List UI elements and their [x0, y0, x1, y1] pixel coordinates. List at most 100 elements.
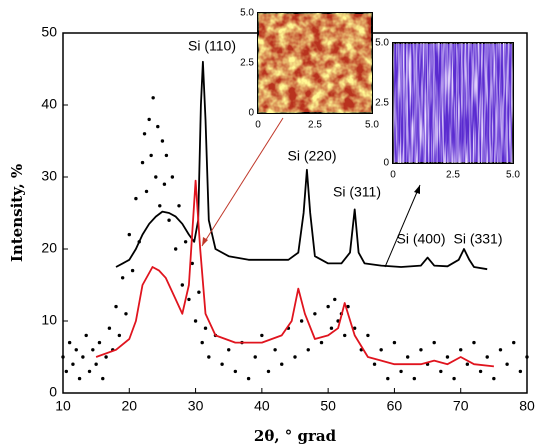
inset-y-tick-label: 0 — [383, 158, 389, 169]
data-point — [84, 333, 88, 338]
data-point — [190, 261, 194, 266]
data-point — [200, 340, 204, 345]
inset-x-tick-label: 0 — [390, 170, 396, 181]
data-point — [180, 283, 185, 287]
data-point — [346, 304, 350, 309]
line — [95, 179, 494, 368]
data-point — [306, 348, 310, 352]
inset-y-tick-label: 5.0 — [240, 8, 254, 19]
data-point — [107, 326, 112, 330]
y-tick-label: 20 — [41, 240, 57, 256]
x-tick-label: 30 — [188, 398, 204, 414]
y-tick-label: 50 — [41, 24, 57, 40]
data-point — [512, 340, 516, 345]
arrow-head — [414, 185, 420, 194]
data-point — [151, 96, 155, 100]
data-point — [333, 297, 337, 302]
data-point — [101, 376, 105, 381]
data-point — [207, 355, 211, 359]
inset-x-tick-label: 2.5 — [308, 120, 322, 131]
data-point — [472, 340, 476, 345]
data-point — [170, 175, 175, 179]
data-point — [67, 340, 72, 345]
inset-x-tick-label: 2.5 — [446, 170, 460, 181]
data-point — [412, 376, 417, 381]
data-point — [405, 355, 410, 359]
data-point — [352, 326, 357, 330]
data-point — [498, 348, 503, 352]
data-point — [91, 348, 95, 352]
peak-label: Si (400) — [396, 231, 445, 247]
data-point — [197, 290, 201, 294]
inset-image — [257, 12, 373, 114]
data-point — [459, 348, 463, 352]
data-point — [187, 297, 191, 302]
inset-y-tick-label: 2.5 — [240, 58, 254, 69]
inset-y-tick-label: 5.0 — [375, 38, 389, 49]
y-tick-label: 30 — [41, 168, 57, 184]
data-point — [392, 340, 397, 345]
data-point — [419, 348, 423, 352]
data-point — [97, 340, 102, 345]
data-point — [160, 139, 165, 143]
data-point — [273, 348, 277, 352]
data-point — [399, 369, 403, 374]
data-point — [164, 153, 169, 158]
data-point — [130, 268, 135, 273]
arrow — [384, 184, 421, 268]
data-point — [299, 319, 304, 323]
data-point — [156, 124, 160, 129]
x-axis-label: 2θ, ° grad — [254, 427, 337, 445]
data-point — [124, 312, 128, 316]
data-point — [147, 117, 151, 122]
data-point — [61, 355, 65, 359]
data-point — [104, 355, 108, 359]
data-point — [173, 247, 178, 251]
data-point — [485, 355, 489, 359]
data-point — [439, 369, 443, 374]
data-point — [117, 333, 122, 338]
data-point — [329, 326, 334, 330]
data-point — [478, 369, 483, 374]
arrow-head — [202, 237, 208, 246]
peak-label: Si (110) — [188, 38, 236, 54]
inset-x-tick-label: 5.0 — [506, 170, 520, 181]
data-point — [162, 182, 167, 186]
data-point — [452, 376, 456, 381]
inset-x-tick-label: 5.0 — [365, 120, 379, 131]
data-point — [253, 355, 257, 359]
data-point — [177, 204, 181, 208]
data-point — [74, 348, 78, 352]
y-tick-label: 40 — [41, 96, 57, 112]
data-point — [140, 160, 145, 165]
plot-area — [61, 60, 529, 381]
inset-image — [392, 42, 514, 164]
data-point — [167, 218, 171, 222]
data-point — [120, 276, 125, 280]
peak-label: Si (311) — [333, 184, 381, 200]
x-tick-label: 80 — [519, 398, 535, 414]
peak-label: Si (331) — [453, 231, 502, 247]
inset-y-tick-label: 2.5 — [375, 98, 389, 109]
data-point — [319, 340, 324, 345]
data-point — [233, 369, 238, 374]
x-tick-label: 70 — [453, 398, 469, 414]
data-point — [144, 189, 149, 194]
data-point — [445, 355, 450, 359]
data-point — [379, 348, 383, 352]
data-point — [193, 319, 198, 323]
data-point — [94, 362, 98, 366]
data-point — [203, 326, 208, 330]
data-point — [293, 355, 297, 359]
data-point — [266, 369, 271, 374]
x-tick-label: 20 — [121, 398, 137, 414]
data-point — [260, 333, 264, 338]
data-point — [386, 376, 390, 381]
data-point — [313, 312, 317, 316]
data-point — [114, 304, 118, 309]
x-tick-label: 40 — [254, 398, 270, 414]
data-point — [142, 132, 147, 136]
x-tick-label: 50 — [320, 398, 336, 414]
data-point — [343, 333, 347, 338]
data-point — [492, 376, 496, 381]
